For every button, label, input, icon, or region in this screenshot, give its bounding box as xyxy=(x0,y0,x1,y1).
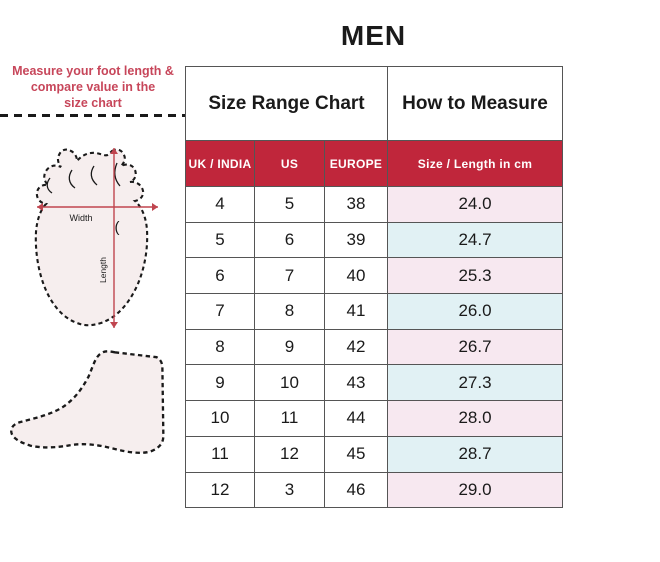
svg-text:(: ( xyxy=(115,219,120,236)
svg-text:Length: Length xyxy=(98,257,108,283)
svg-text:Width: Width xyxy=(69,213,92,223)
